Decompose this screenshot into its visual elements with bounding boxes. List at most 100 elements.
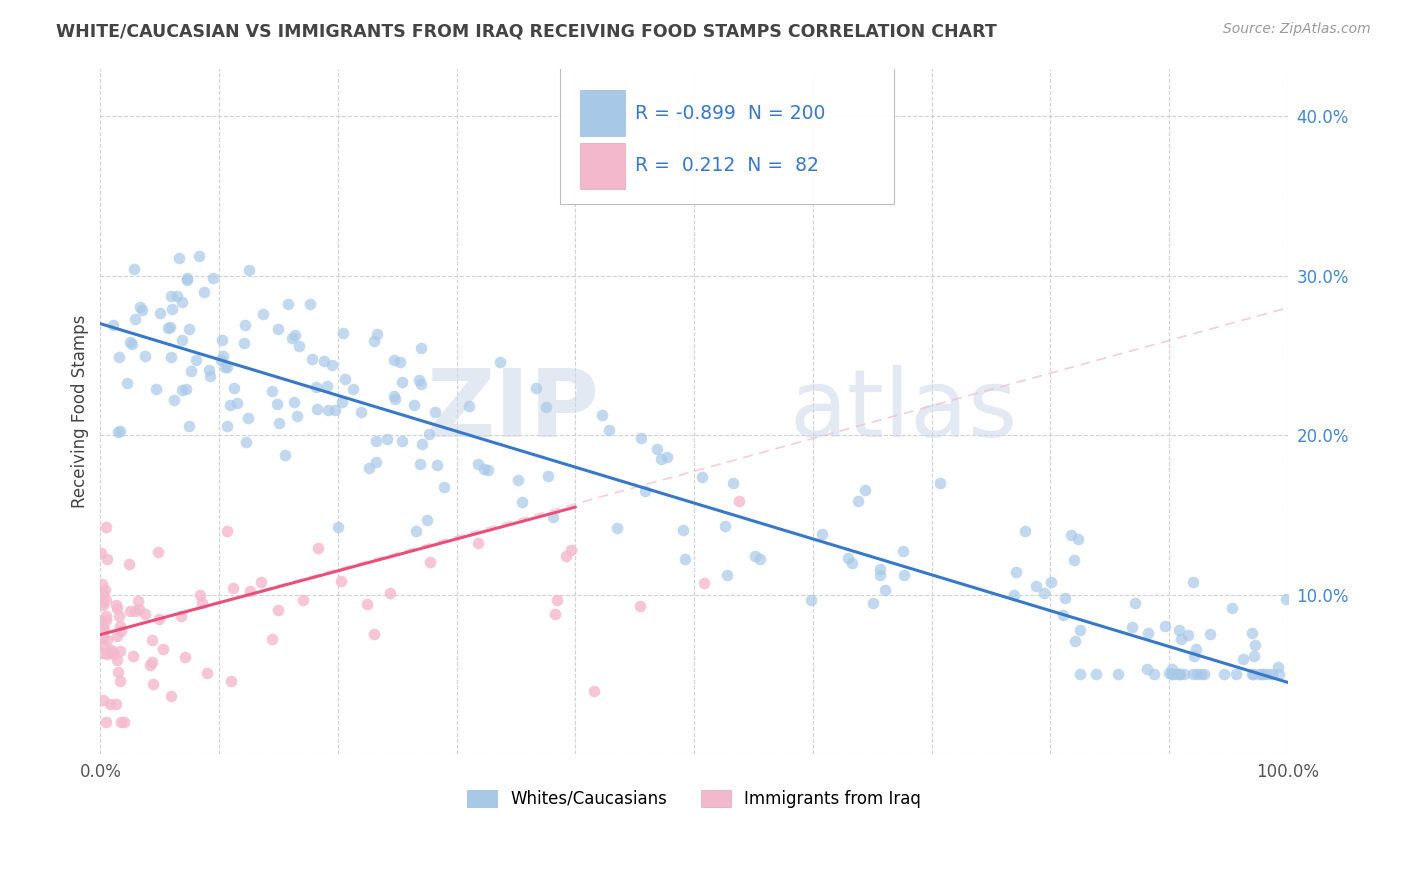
Point: [408, 373, 430, 387]
Point: [330, 394, 353, 409]
Point: [657, 450, 679, 465]
Y-axis label: Receiving Food Stamps: Receiving Food Stamps: [72, 315, 89, 508]
Point: [120, 604, 142, 618]
Point: [122, 261, 145, 276]
Point: [853, 483, 876, 497]
Point: [389, 355, 412, 369]
Point: [582, 683, 605, 698]
Point: [458, 399, 481, 413]
Point: [149, 306, 172, 320]
Point: [94, 592, 117, 607]
Point: [426, 458, 449, 472]
Point: [110, 619, 132, 633]
Point: [536, 469, 558, 483]
Point: [134, 607, 156, 621]
Point: [409, 377, 432, 392]
Point: [142, 677, 165, 691]
Point: [105, 629, 128, 643]
Point: [728, 494, 751, 508]
Point: [1267, 660, 1289, 674]
Point: [606, 521, 628, 535]
Point: [366, 455, 388, 469]
Point: [94, 613, 117, 627]
Point: [363, 627, 385, 641]
Point: [262, 384, 284, 399]
Point: [103, 318, 125, 333]
Point: [124, 605, 146, 619]
Point: [250, 575, 273, 590]
Point: [1177, 628, 1199, 642]
Point: [179, 419, 201, 434]
Point: [105, 697, 128, 711]
Point: [94, 582, 117, 597]
Point: [1261, 667, 1284, 681]
Point: [117, 557, 139, 571]
Text: WHITE/CAUCASIAN VS IMMIGRANTS FROM IRAQ RECEIVING FOOD STAMPS CORRELATION CHART: WHITE/CAUCASIAN VS IMMIGRANTS FROM IRAQ …: [56, 22, 997, 40]
Point: [224, 381, 246, 395]
Point: [172, 383, 194, 397]
Point: [723, 475, 745, 490]
Point: [477, 463, 499, 477]
Point: [176, 273, 198, 287]
Point: [91, 585, 114, 599]
Point: [1173, 667, 1195, 681]
Point: [416, 513, 439, 527]
Point: [650, 452, 672, 467]
Point: [326, 519, 349, 533]
Point: [219, 398, 242, 412]
Point: [139, 658, 162, 673]
Point: [131, 302, 153, 317]
Point: [489, 355, 512, 369]
Point: [1192, 667, 1215, 681]
Point: [117, 376, 139, 391]
Point: [546, 593, 568, 607]
Point: [96, 552, 118, 566]
Point: [94, 715, 117, 730]
Point: [170, 333, 193, 347]
Point: [391, 434, 413, 448]
Point: [467, 536, 489, 550]
Point: [180, 364, 202, 378]
Point: [1275, 592, 1298, 607]
Point: [211, 333, 233, 347]
Point: [1157, 666, 1180, 681]
Point: [104, 599, 127, 613]
Point: [1232, 651, 1254, 665]
Point: [1241, 667, 1264, 681]
Point: [377, 433, 399, 447]
Point: [214, 359, 236, 374]
Point: [191, 596, 214, 610]
Point: [1251, 667, 1274, 681]
Point: [148, 612, 170, 626]
Point: [1069, 667, 1091, 681]
Text: Source: ZipAtlas.com: Source: ZipAtlas.com: [1223, 22, 1371, 37]
Point: [506, 473, 529, 487]
Point: [384, 392, 406, 406]
Point: [315, 379, 337, 393]
Point: [108, 644, 131, 658]
Point: [321, 358, 343, 372]
Point: [267, 416, 290, 430]
Point: [846, 493, 869, 508]
Point: [160, 301, 183, 316]
Point: [1054, 591, 1077, 606]
Point: [233, 318, 256, 332]
Point: [226, 396, 249, 410]
Point: [252, 307, 274, 321]
Point: [800, 592, 823, 607]
FancyBboxPatch shape: [560, 67, 894, 204]
Point: [1268, 667, 1291, 681]
Point: [107, 425, 129, 439]
Point: [239, 583, 262, 598]
Point: [108, 350, 131, 364]
Point: [366, 327, 388, 342]
Point: [1253, 667, 1275, 681]
Point: [174, 382, 197, 396]
Point: [108, 425, 131, 439]
Point: [467, 457, 489, 471]
Point: [141, 633, 163, 648]
Point: [173, 650, 195, 665]
Point: [1160, 667, 1182, 681]
Point: [318, 403, 340, 417]
Point: [91, 693, 114, 707]
